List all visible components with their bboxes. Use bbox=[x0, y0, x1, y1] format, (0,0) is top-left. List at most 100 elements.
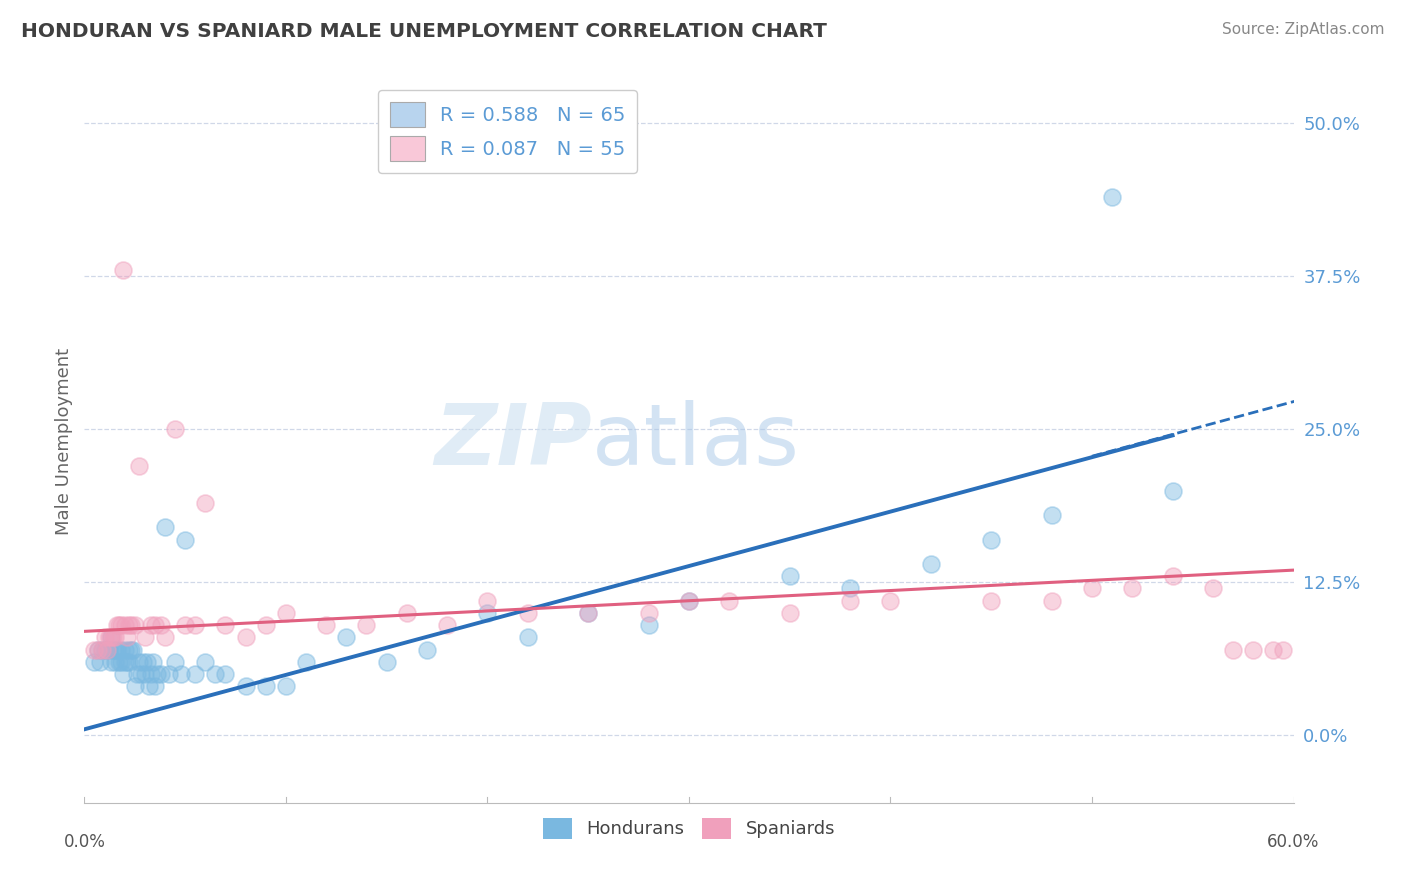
Point bbox=[143, 680, 166, 694]
Point bbox=[295, 655, 318, 669]
Point bbox=[139, 618, 162, 632]
Point bbox=[105, 642, 128, 657]
Point bbox=[149, 618, 172, 632]
Point bbox=[100, 631, 122, 645]
Text: 0.0%: 0.0% bbox=[63, 833, 105, 852]
Point bbox=[114, 642, 136, 657]
Point bbox=[214, 618, 236, 632]
Text: 60.0%: 60.0% bbox=[1267, 833, 1320, 852]
Point bbox=[115, 631, 138, 645]
Point bbox=[93, 642, 115, 657]
Point bbox=[637, 618, 659, 632]
Point bbox=[134, 667, 156, 681]
Point bbox=[576, 606, 599, 620]
Point bbox=[100, 631, 122, 645]
Point bbox=[1272, 642, 1295, 657]
Point bbox=[204, 667, 226, 681]
Text: atlas: atlas bbox=[592, 400, 800, 483]
Point bbox=[104, 655, 127, 669]
Point bbox=[235, 680, 257, 694]
Point bbox=[1040, 593, 1063, 607]
Point bbox=[128, 458, 150, 473]
Point bbox=[980, 593, 1002, 607]
Point bbox=[254, 618, 277, 632]
Point bbox=[138, 680, 160, 694]
Point bbox=[132, 655, 155, 669]
Point bbox=[115, 655, 138, 669]
Point bbox=[96, 642, 118, 657]
Point bbox=[1161, 569, 1184, 583]
Point bbox=[274, 680, 297, 694]
Point bbox=[637, 606, 659, 620]
Point bbox=[779, 606, 801, 620]
Point bbox=[165, 422, 187, 436]
Point bbox=[118, 655, 141, 669]
Point bbox=[1161, 483, 1184, 498]
Point bbox=[356, 618, 378, 632]
Point bbox=[110, 642, 132, 657]
Legend: Hondurans, Spaniards: Hondurans, Spaniards bbox=[536, 811, 842, 846]
Point bbox=[157, 667, 180, 681]
Point bbox=[107, 655, 129, 669]
Point bbox=[142, 655, 165, 669]
Point bbox=[96, 642, 118, 657]
Point bbox=[93, 631, 115, 645]
Point bbox=[143, 618, 166, 632]
Point bbox=[91, 642, 114, 657]
Point bbox=[1040, 508, 1063, 522]
Point bbox=[105, 618, 128, 632]
Point bbox=[135, 655, 157, 669]
Point bbox=[83, 655, 105, 669]
Point bbox=[124, 618, 146, 632]
Point bbox=[114, 618, 136, 632]
Point bbox=[91, 642, 114, 657]
Point bbox=[235, 631, 257, 645]
Point bbox=[149, 667, 172, 681]
Point bbox=[274, 606, 297, 620]
Point bbox=[104, 642, 127, 657]
Point bbox=[1121, 582, 1143, 596]
Point bbox=[170, 667, 193, 681]
Point bbox=[1222, 642, 1244, 657]
Point bbox=[879, 593, 901, 607]
Point bbox=[87, 642, 110, 657]
Point bbox=[89, 655, 111, 669]
Point bbox=[153, 631, 176, 645]
Point bbox=[120, 642, 142, 657]
Point bbox=[114, 655, 136, 669]
Point bbox=[416, 642, 439, 657]
Point bbox=[101, 631, 124, 645]
Point bbox=[110, 618, 132, 632]
Point bbox=[1101, 189, 1123, 203]
Point bbox=[104, 631, 127, 645]
Point bbox=[124, 680, 146, 694]
Point bbox=[100, 655, 122, 669]
Point bbox=[111, 667, 134, 681]
Point bbox=[779, 569, 801, 583]
Point bbox=[134, 631, 156, 645]
Point bbox=[121, 642, 143, 657]
Point bbox=[678, 593, 700, 607]
Point bbox=[1081, 582, 1104, 596]
Point bbox=[375, 655, 398, 669]
Point bbox=[129, 667, 152, 681]
Point bbox=[184, 618, 207, 632]
Point bbox=[128, 655, 150, 669]
Point bbox=[194, 655, 217, 669]
Point bbox=[139, 667, 162, 681]
Point bbox=[254, 680, 277, 694]
Text: HONDURAN VS SPANIARD MALE UNEMPLOYMENT CORRELATION CHART: HONDURAN VS SPANIARD MALE UNEMPLOYMENT C… bbox=[21, 22, 827, 41]
Point bbox=[576, 606, 599, 620]
Point bbox=[118, 618, 141, 632]
Point bbox=[174, 618, 197, 632]
Point bbox=[516, 606, 538, 620]
Point bbox=[184, 667, 207, 681]
Point bbox=[335, 631, 357, 645]
Point bbox=[83, 642, 105, 657]
Point bbox=[97, 631, 120, 645]
Point bbox=[153, 520, 176, 534]
Point bbox=[146, 667, 169, 681]
Point bbox=[1241, 642, 1264, 657]
Point bbox=[516, 631, 538, 645]
Point bbox=[110, 655, 132, 669]
